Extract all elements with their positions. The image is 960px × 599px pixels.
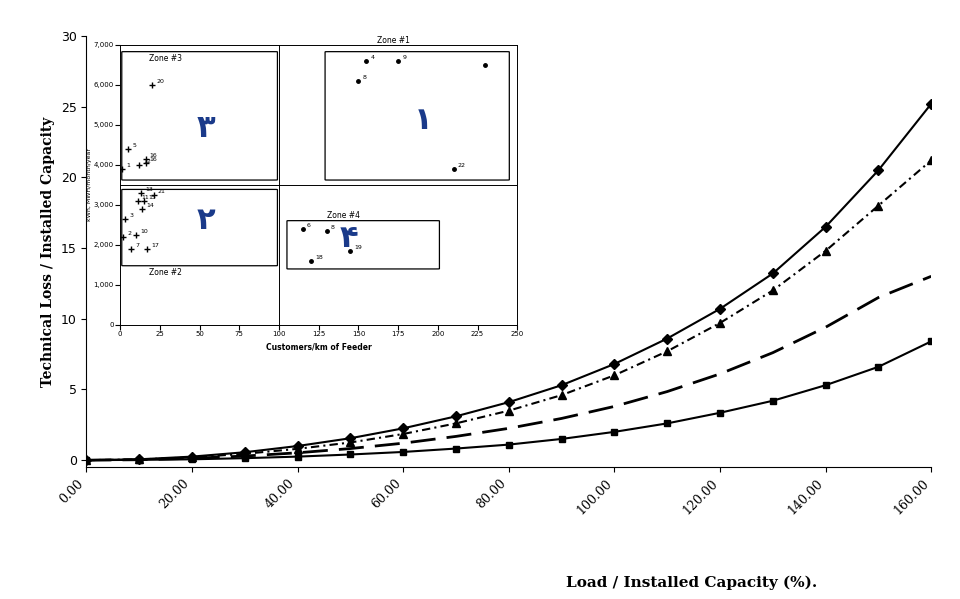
Zone #2 — [556, 392, 567, 399]
Zone #3 — [556, 415, 567, 422]
Zone #4 — [81, 456, 92, 464]
Zone #4 — [609, 361, 620, 368]
Zone #4 — [239, 449, 251, 456]
Zone #1 — [873, 363, 884, 370]
Zone #3 — [714, 370, 726, 377]
Zone #1 — [239, 455, 251, 462]
Zone #2 — [133, 456, 145, 463]
Text: Load / Installed Capacity (%).: Load / Installed Capacity (%). — [565, 576, 817, 590]
Zone #4 — [925, 100, 937, 107]
Zone #1 — [345, 451, 356, 458]
Zone #1 — [925, 338, 937, 345]
Zone #2 — [450, 420, 462, 427]
Zone #3 — [133, 456, 145, 463]
Zone #3 — [661, 388, 673, 395]
Line: Zone #2: Zone #2 — [83, 156, 935, 464]
Zone #2 — [820, 247, 831, 255]
Zone #4 — [873, 167, 884, 174]
Zone #3 — [292, 449, 303, 456]
Zone #1 — [609, 428, 620, 435]
Zone #2 — [186, 453, 198, 461]
Zone #2 — [714, 319, 726, 326]
Zone #2 — [661, 347, 673, 355]
Zone #2 — [609, 372, 620, 379]
Zone #1 — [397, 449, 409, 456]
Zone #2 — [81, 456, 92, 464]
Zone #1 — [81, 456, 92, 464]
Zone #4 — [133, 456, 145, 463]
Zone #3 — [767, 349, 779, 356]
Zone #2 — [239, 450, 251, 458]
Zone #2 — [397, 431, 409, 438]
Zone #4 — [450, 413, 462, 420]
Zone #3 — [925, 273, 937, 280]
Zone #3 — [820, 323, 831, 331]
Zone #2 — [925, 157, 937, 164]
Zone #1 — [133, 456, 145, 464]
Zone #4 — [186, 453, 198, 460]
Zone #3 — [397, 440, 409, 447]
Zone #1 — [292, 453, 303, 460]
Zone #4 — [292, 443, 303, 450]
Zone #2 — [767, 287, 779, 294]
Zone #1 — [661, 420, 673, 427]
Zone #2 — [292, 445, 303, 452]
Zone #1 — [767, 397, 779, 404]
Zone #3 — [186, 455, 198, 462]
Zone #4 — [397, 425, 409, 432]
Zone #1 — [503, 441, 515, 448]
Zone #2 — [345, 439, 356, 446]
Zone #4 — [820, 223, 831, 231]
Zone #4 — [714, 305, 726, 313]
Zone #3 — [503, 425, 515, 432]
Zone #4 — [345, 435, 356, 442]
Zone #3 — [450, 433, 462, 440]
Zone #3 — [239, 452, 251, 459]
Line: Zone #1: Zone #1 — [83, 338, 935, 464]
Zone #2 — [503, 407, 515, 415]
Zone #3 — [873, 294, 884, 301]
Zone #4 — [767, 270, 779, 277]
Zone #1 — [556, 435, 567, 443]
Y-axis label: Technical Loss / Installed Capacity: Technical Loss / Installed Capacity — [41, 116, 56, 387]
Zone #4 — [661, 335, 673, 342]
Zone #3 — [81, 456, 92, 464]
Zone #1 — [714, 409, 726, 416]
Zone #1 — [450, 445, 462, 452]
Line: Zone #3: Zone #3 — [86, 276, 931, 460]
Zone #3 — [609, 403, 620, 410]
Zone #4 — [503, 398, 515, 406]
Zone #1 — [186, 456, 198, 463]
Zone #2 — [873, 202, 884, 209]
Zone #4 — [556, 382, 567, 389]
Zone #1 — [820, 382, 831, 389]
Zone #3 — [345, 445, 356, 452]
Line: Zone #4: Zone #4 — [83, 101, 935, 464]
